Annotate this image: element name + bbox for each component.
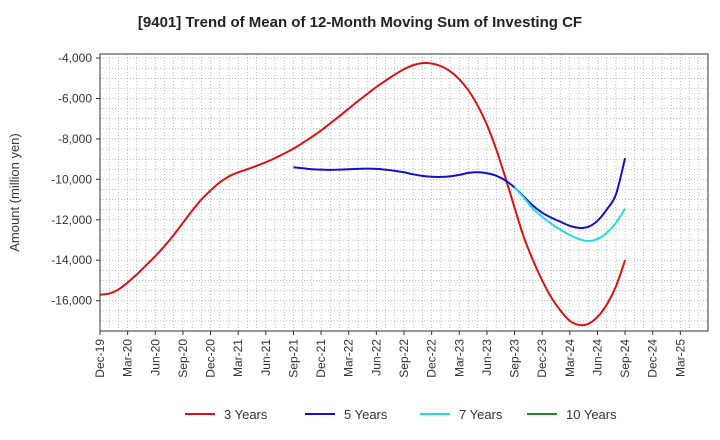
legend-label-7-years: 7 Years: [459, 407, 503, 422]
y-tick-label: -14,000: [51, 253, 92, 267]
x-tick-label: Dec-20: [204, 339, 218, 378]
x-tick-label: Dec-19: [93, 339, 107, 378]
y-axis-ticks: -4,000 -6,000 -8,000 -10,000 -12,000 -14,000 -…: [51, 51, 100, 308]
y-axis-label: Amount (million yen): [7, 133, 22, 252]
x-tick-label: Mar-25: [673, 339, 687, 377]
x-tick-label: Jun-23: [480, 339, 494, 376]
y-tick-label: -4,000: [58, 51, 92, 65]
series-line-3-years: [99, 61, 627, 327]
y-tick-label: -12,000: [51, 213, 92, 227]
x-tick-label: Jun-21: [259, 339, 273, 376]
legend-label-5-years: 5 Years: [344, 407, 388, 422]
x-tick-label: Mar-24: [563, 339, 577, 377]
series-line-7-years: [513, 186, 626, 243]
x-tick-label: Jun-20: [148, 339, 162, 376]
x-tick-label: Sep-22: [397, 339, 411, 378]
x-tick-label: Mar-20: [121, 339, 135, 377]
chart-title: [9401] Trend of Mean of 12-Month Moving …: [137, 14, 583, 31]
x-tick-label: Dec-23: [535, 339, 549, 378]
legend: 3 Years 5 Years 7 Years 10 Years: [185, 407, 617, 422]
x-tick-label: Sep-24: [618, 339, 632, 378]
x-tick-label: Dec-24: [646, 339, 660, 378]
x-tick-label: Dec-22: [425, 339, 439, 378]
legend-label-10-years: 10 Years: [566, 407, 617, 422]
y-tick-label: -10,000: [51, 172, 92, 186]
x-tick-label: Jun-22: [369, 339, 383, 376]
x-tick-label: Mar-22: [342, 339, 356, 377]
series-line-5-years: [293, 157, 627, 229]
y-tick-label: -8,000: [58, 132, 92, 146]
plot-border: [99, 53, 709, 332]
legend-label-3-years: 3 Years: [224, 407, 268, 422]
x-tick-label: Dec-21: [314, 339, 328, 378]
x-tick-label: Jun-24: [590, 339, 604, 376]
x-tick-label: Sep-20: [176, 339, 190, 378]
y-tick-label: -6,000: [58, 91, 92, 105]
y-tick-label: -16,000: [51, 294, 92, 308]
x-axis-ticks: Dec-19 Mar-20 Jun-20 Sep-20 Dec-20 Mar-21 Jun-…: [93, 331, 687, 378]
x-tick-label: Sep-21: [286, 339, 300, 378]
x-tick-label: Mar-21: [231, 339, 245, 377]
series-lines: [99, 61, 627, 327]
vertical-gridlines: [108, 54, 700, 331]
x-tick-label: Sep-23: [508, 339, 522, 378]
x-tick-label: Mar-23: [452, 339, 466, 377]
